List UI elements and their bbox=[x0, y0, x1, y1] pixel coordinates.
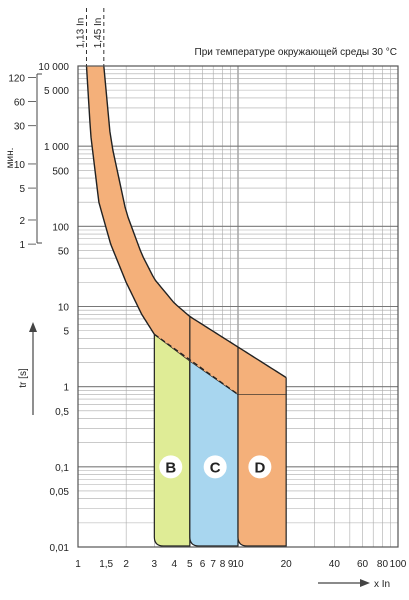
minute-tick: 10 bbox=[14, 160, 26, 171]
y-tick: 5 bbox=[63, 327, 69, 338]
x-tick: 9 bbox=[228, 559, 234, 570]
zone-label-c: C bbox=[210, 459, 221, 476]
y-tick: 0,5 bbox=[55, 407, 69, 418]
x-tick-labels: 1 1,5 2 3 4 5 6 7 8 910 20 40 60 80 100 bbox=[75, 559, 407, 570]
minutes-axis-label: мин. bbox=[5, 148, 16, 169]
chart-note: При температуре окружающей среды 30 °C bbox=[195, 47, 398, 58]
y-tick: 1 000 bbox=[44, 142, 69, 153]
minutes-bracket bbox=[36, 73, 42, 244]
minute-tick-labels: 120 60 30 10 5 2 1 bbox=[8, 73, 36, 251]
marker-label-1: 1,13 In bbox=[75, 18, 86, 49]
y-tick: 0,1 bbox=[55, 463, 69, 474]
current-markers: 1,13 In 1,45 In bbox=[75, 8, 105, 66]
y-tick: 100 bbox=[52, 222, 69, 233]
thermal-band-lower-dashed bbox=[153, 333, 239, 396]
x-tick: 40 bbox=[329, 559, 341, 570]
y-axis-arrow bbox=[29, 322, 37, 415]
plot-frame bbox=[77, 65, 399, 548]
x-tick: 100 bbox=[390, 559, 407, 570]
minute-tick: 120 bbox=[8, 73, 25, 84]
minute-tick: 2 bbox=[19, 216, 25, 227]
tripping-zones: B C D bbox=[153, 333, 287, 547]
y-tick: 10 000 bbox=[38, 62, 69, 73]
x-tick: 5 bbox=[187, 559, 193, 570]
minute-tick: 1 bbox=[19, 240, 25, 251]
y-tick: 1 bbox=[63, 383, 69, 394]
x-axis-arrow bbox=[318, 579, 370, 587]
x-tick: 1,5 bbox=[99, 559, 113, 570]
minute-tick: 60 bbox=[14, 98, 26, 109]
y-tick-labels: 10 000 5 000 1 000 500 100 50 10 5 1 0,5 0,1 0,05 0,… bbox=[38, 62, 69, 554]
y-tick: 0,05 bbox=[50, 487, 70, 498]
x-tick: 2 bbox=[123, 559, 129, 570]
x-tick: 7 bbox=[210, 559, 216, 570]
zone-badge-d bbox=[248, 455, 272, 479]
zone-badge-b bbox=[159, 455, 183, 479]
x-tick: 3 bbox=[152, 559, 158, 570]
zone-label-d: D bbox=[254, 459, 265, 476]
thermal-band-upper bbox=[103, 66, 287, 379]
marker-label-2: 1,45 In bbox=[93, 18, 104, 49]
zone-b bbox=[153, 333, 191, 547]
y-tick: 500 bbox=[52, 166, 69, 177]
minute-tick: 30 bbox=[14, 122, 26, 133]
thermal-band-lower bbox=[85, 66, 155, 335]
minute-tick: 5 bbox=[19, 184, 25, 195]
y-tick: 5 000 bbox=[44, 86, 69, 97]
zone-badge-c bbox=[203, 455, 227, 479]
thermal-band bbox=[85, 66, 287, 396]
zone-label-b: B bbox=[165, 459, 176, 476]
y-tick: 50 bbox=[58, 246, 70, 257]
y-tick: 0,01 bbox=[50, 543, 70, 554]
x-tick: 6 bbox=[200, 559, 206, 570]
x-tick: 80 bbox=[377, 559, 389, 570]
x-tick: 20 bbox=[281, 559, 293, 570]
y-axis-label: tr [s] bbox=[18, 368, 29, 388]
x-tick: 1 bbox=[75, 559, 81, 570]
x-tick: 10 bbox=[232, 559, 244, 570]
zone-c bbox=[189, 359, 239, 547]
x-tick: 60 bbox=[357, 559, 369, 570]
x-tick: 4 bbox=[172, 559, 178, 570]
x-axis-label: x In bbox=[374, 579, 390, 590]
y-tick: 10 bbox=[58, 303, 70, 314]
x-tick: 8 bbox=[220, 559, 226, 570]
